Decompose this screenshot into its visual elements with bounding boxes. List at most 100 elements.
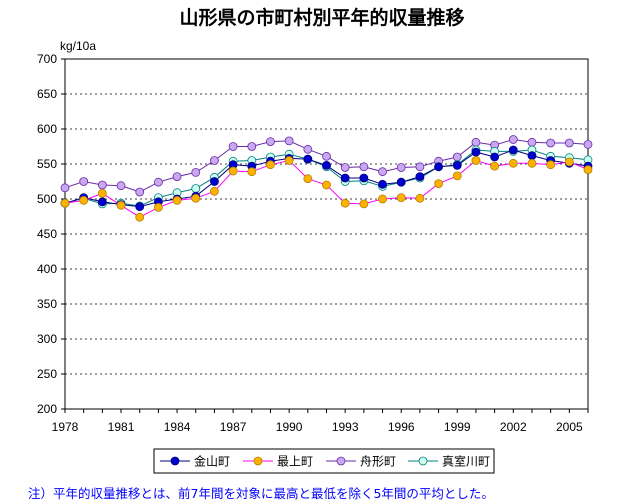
data-point xyxy=(172,195,182,205)
data-point xyxy=(415,172,425,182)
gridlines xyxy=(65,93,588,375)
legend-label: 真室川町 xyxy=(442,454,490,469)
y-axis-ticks: 200 250 300 350 400 450 500 550 600 650 700 xyxy=(37,52,65,416)
data-point xyxy=(303,174,313,184)
y-tick-label: 700 xyxy=(37,52,57,66)
x-tick-label: 1981 xyxy=(108,420,135,434)
data-point xyxy=(153,177,163,187)
data-point xyxy=(471,137,481,147)
data-point xyxy=(210,186,219,196)
x-tick-label: 1978 xyxy=(52,420,79,434)
data-point xyxy=(210,156,219,165)
data-point xyxy=(322,160,331,170)
data-point xyxy=(135,212,145,222)
data-point xyxy=(583,165,593,175)
legend: 金山町 最上町 舟形町 真室川町 xyxy=(153,448,495,474)
data-point xyxy=(228,166,238,176)
footnote: 注）平年的収量推移とは、前7年間を対象に最高と最低を除く5年間の平均とした。 xyxy=(28,486,494,501)
x-tick-label: 1984 xyxy=(164,420,191,434)
y-tick-label: 200 xyxy=(37,402,57,416)
legend-marker xyxy=(253,456,263,466)
data-point xyxy=(191,193,201,203)
data-point xyxy=(322,151,331,161)
data-point xyxy=(508,135,518,144)
legend-item: 真室川町 xyxy=(408,454,490,469)
data-point xyxy=(527,158,537,168)
data-point xyxy=(228,142,238,151)
data-point xyxy=(191,167,201,177)
data-point xyxy=(452,171,462,181)
legend-label: 最上町 xyxy=(277,455,313,469)
data-point xyxy=(527,151,537,161)
chart-title: 山形県の市町村別平年的収量推移 xyxy=(179,6,464,29)
series-layer xyxy=(60,135,593,222)
x-tick-label: 1990 xyxy=(276,420,303,434)
data-point xyxy=(359,162,369,172)
data-point xyxy=(172,172,182,182)
data-point xyxy=(97,180,107,190)
legend-label: 金山町 xyxy=(194,454,230,469)
data-point xyxy=(340,163,350,172)
x-axis-ticks: 1978 1981 1984 1987 1990 1993 1996 1999 2002 2005 xyxy=(52,409,589,434)
y-tick-label: 450 xyxy=(37,227,57,241)
data-point xyxy=(303,154,313,164)
data-point xyxy=(378,179,387,189)
data-point xyxy=(564,138,574,148)
legend-item: 舟形町 xyxy=(326,455,396,469)
y-tick-label: 350 xyxy=(37,297,57,311)
y-tick-label: 650 xyxy=(37,87,57,101)
data-point xyxy=(60,198,70,208)
y-tick-label: 250 xyxy=(37,367,57,381)
data-point xyxy=(434,179,443,189)
data-point xyxy=(546,160,556,170)
data-point xyxy=(135,187,145,197)
legend-marker xyxy=(418,456,428,466)
x-tick-label: 1987 xyxy=(220,420,247,434)
legend-marker xyxy=(336,456,346,466)
x-tick-label: 1996 xyxy=(388,420,415,434)
y-tick-label: 300 xyxy=(37,332,57,346)
data-point xyxy=(583,139,593,149)
x-tick-label: 1999 xyxy=(444,420,471,434)
data-point xyxy=(97,197,107,207)
data-point xyxy=(153,202,163,212)
x-tick-label: 1993 xyxy=(332,420,359,434)
y-tick-label: 600 xyxy=(37,122,57,136)
data-point xyxy=(247,167,257,177)
data-point xyxy=(396,177,406,187)
legend-marker xyxy=(170,456,180,466)
data-point xyxy=(116,200,126,210)
data-point xyxy=(116,181,126,191)
legend-label: 舟形町 xyxy=(360,455,396,469)
x-tick-label: 2002 xyxy=(500,420,527,434)
data-point xyxy=(508,158,518,168)
legend-item: 金山町 xyxy=(160,454,230,469)
data-point xyxy=(378,167,387,177)
data-point xyxy=(284,156,294,165)
data-point xyxy=(434,162,443,172)
data-point xyxy=(527,137,537,147)
data-point xyxy=(452,152,462,162)
data-point xyxy=(97,188,107,198)
data-point xyxy=(471,147,481,157)
data-point xyxy=(452,160,462,170)
data-point xyxy=(471,156,481,165)
data-point xyxy=(247,142,257,151)
y-axis-unit-label: kg/10a xyxy=(60,39,96,53)
x-tick-label: 2005 xyxy=(556,420,583,434)
data-point xyxy=(266,160,275,170)
data-point xyxy=(546,138,556,148)
data-point xyxy=(396,193,406,203)
data-point xyxy=(322,180,331,190)
legend-box xyxy=(153,448,495,474)
data-point xyxy=(564,157,574,167)
data-point xyxy=(60,183,70,193)
data-point xyxy=(340,173,350,183)
data-point xyxy=(135,202,145,212)
y-tick-label: 500 xyxy=(37,192,57,206)
data-point xyxy=(210,177,219,186)
data-point xyxy=(415,162,425,172)
data-point xyxy=(266,137,275,147)
y-tick-label: 400 xyxy=(37,262,57,276)
